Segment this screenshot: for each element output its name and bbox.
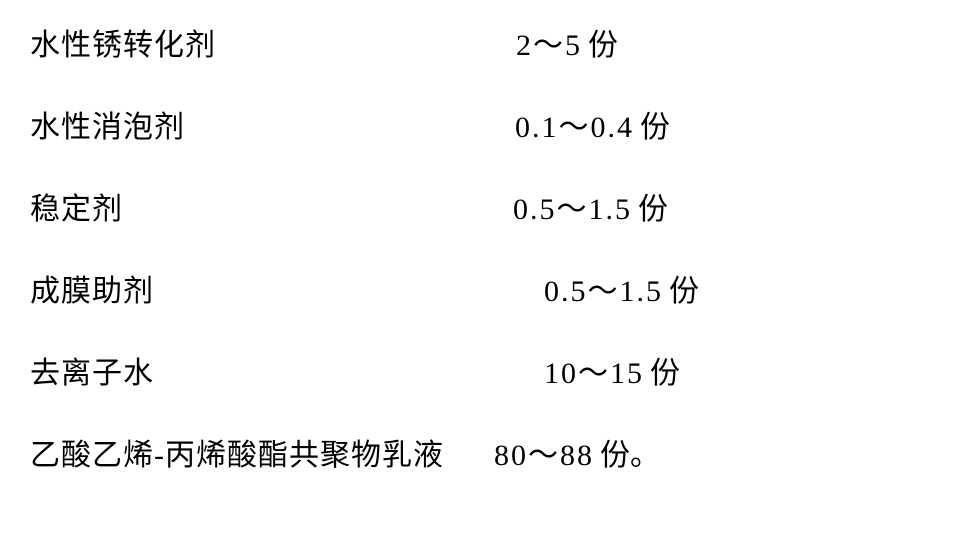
ingredient-value: 10～15 bbox=[544, 348, 644, 392]
ingredient-value: 0.1～0.4 bbox=[515, 102, 634, 146]
ingredient-label: 乙酸乙烯-丙烯酸酯共聚物乳液 bbox=[30, 430, 444, 474]
ingredient-unit: 份 bbox=[640, 102, 670, 146]
ingredient-unit: 份。 bbox=[600, 430, 660, 474]
ingredient-value: 0.5～1.5 bbox=[513, 184, 632, 228]
table-row: 稳定剂 0.5～1.5 份 bbox=[30, 184, 923, 228]
ingredient-label: 稳定剂 bbox=[30, 184, 123, 228]
ingredient-label: 水性消泡剂 bbox=[30, 102, 185, 146]
ingredient-label: 水性锈转化剂 bbox=[30, 20, 216, 64]
table-row: 去离子水 10～15 份 bbox=[30, 348, 923, 392]
ingredient-value: 80～88 bbox=[494, 430, 594, 474]
ingredient-value: 2～5 bbox=[516, 20, 582, 64]
table-row: 成膜助剂 0.5～1.5 份 bbox=[30, 266, 923, 310]
ingredient-unit: 份 bbox=[638, 184, 668, 228]
table-row: 乙酸乙烯-丙烯酸酯共聚物乳液 80～88 份。 bbox=[30, 430, 923, 474]
ingredient-label: 去离子水 bbox=[30, 348, 154, 392]
table-row: 水性消泡剂 0.1～0.4 份 bbox=[30, 102, 923, 146]
ingredient-unit: 份 bbox=[588, 20, 618, 64]
ingredient-label: 成膜助剂 bbox=[30, 266, 154, 310]
ingredient-list: 水性锈转化剂 2～5 份 水性消泡剂 0.1～0.4 份 稳定剂 0.5～1.5… bbox=[30, 20, 923, 474]
ingredient-value: 0.5～1.5 bbox=[544, 266, 663, 310]
table-row: 水性锈转化剂 2～5 份 bbox=[30, 20, 923, 64]
ingredient-unit: 份 bbox=[650, 348, 680, 392]
ingredient-unit: 份 bbox=[669, 266, 699, 310]
